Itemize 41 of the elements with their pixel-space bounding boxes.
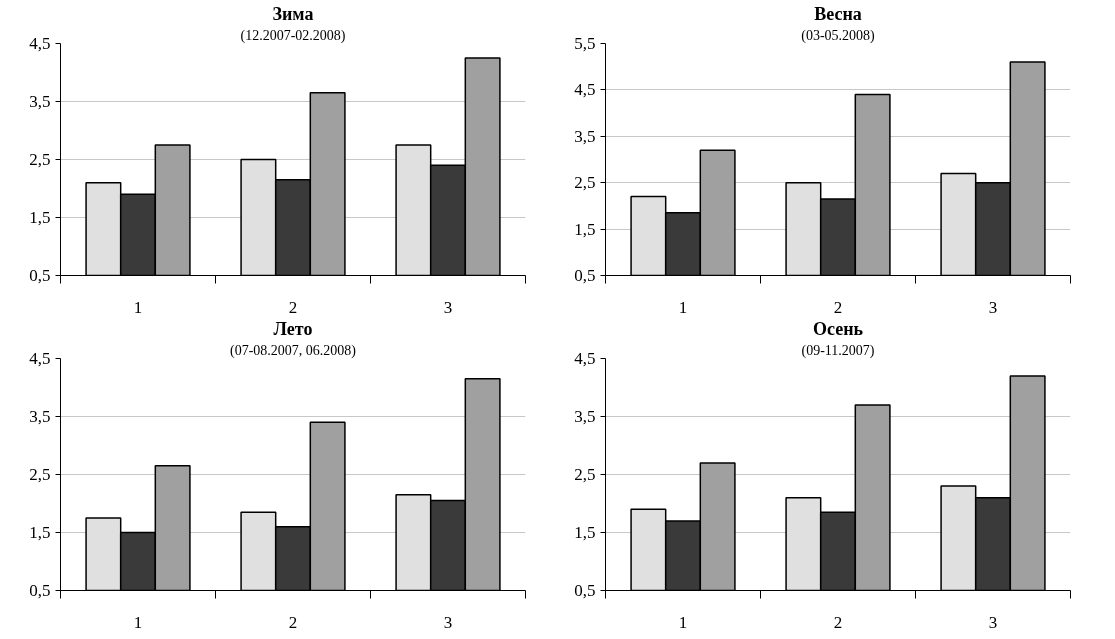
chart-title: Зима <box>272 3 314 24</box>
x-tick-label: 3 <box>443 612 453 632</box>
y-tick-label: 3,5 <box>29 92 51 111</box>
x-tick-label: 3 <box>443 297 453 317</box>
y-tick-label: 4,5 <box>29 34 51 53</box>
y-tick-label: 2,5 <box>29 150 51 169</box>
chart-subtitle: (09-11.2007) <box>801 342 875 359</box>
y-tick-label: 0,5 <box>574 266 596 285</box>
y-tick-label: 0,5 <box>29 266 51 285</box>
y-tick-label: 1,5 <box>574 523 596 542</box>
chart-subtitle: (07-08.2007, 06.2008) <box>230 342 357 359</box>
y-tick-label: 1,5 <box>29 208 51 227</box>
chart-title: Осень <box>812 318 864 339</box>
y-tick-label: 0,5 <box>574 581 596 600</box>
x-tick-label: 3 <box>988 612 998 632</box>
x-tick-label: 1 <box>133 297 143 317</box>
y-tick-label: 2,5 <box>29 465 51 484</box>
y-tick-label: 1,5 <box>29 523 51 542</box>
y-tick-label: 4,5 <box>29 349 51 368</box>
y-tick-label: 2,5 <box>574 173 596 193</box>
y-tick-label: 4,5 <box>574 80 596 100</box>
y-tick-label: 0,5 <box>29 581 51 600</box>
y-tick-label: 3,5 <box>574 407 596 426</box>
chart-title: Лето <box>273 318 313 339</box>
y-tick-label: 3,5 <box>574 126 596 146</box>
y-tick-label: 1,5 <box>574 219 596 239</box>
chart-title: Весна <box>814 3 862 24</box>
y-tick-label: 2,5 <box>574 465 596 484</box>
x-tick-label: 2 <box>833 297 843 317</box>
x-tick-label: 1 <box>678 612 688 632</box>
x-tick-label: 1 <box>678 297 688 317</box>
x-tick-label: 2 <box>288 297 298 317</box>
x-tick-label: 1 <box>133 612 143 632</box>
y-tick-label: 5,5 <box>574 34 596 53</box>
y-tick-label: 4,5 <box>574 349 596 368</box>
x-tick-label: 2 <box>833 612 843 632</box>
y-tick-label: 3,5 <box>29 407 51 426</box>
chart-subtitle: (12.2007-02.2008) <box>240 27 346 44</box>
x-tick-label: 2 <box>288 612 298 632</box>
x-tick-label: 3 <box>988 297 998 317</box>
chart-subtitle: (03-05.2008) <box>801 27 876 44</box>
